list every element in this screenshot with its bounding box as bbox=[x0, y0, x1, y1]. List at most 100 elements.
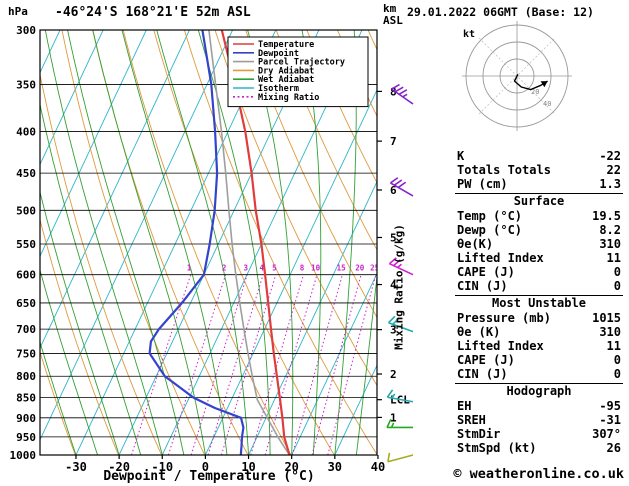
wind-barb bbox=[391, 83, 414, 105]
pressure-tick-label: 450 bbox=[16, 167, 36, 180]
plot-border bbox=[39, 29, 378, 456]
pressure-tick-label: 1000 bbox=[10, 449, 37, 462]
index-label: StmSpd (kt) bbox=[457, 441, 537, 455]
mixing-ratio-value-label: 1 bbox=[187, 264, 192, 273]
index-value: 0 bbox=[613, 279, 621, 293]
index-row: Totals Totals 22 bbox=[455, 163, 623, 177]
index-label: K bbox=[457, 149, 465, 163]
pressure-tick-label: 350 bbox=[16, 78, 36, 91]
mixing-ratio-value-label: 5 bbox=[272, 264, 277, 273]
mixing-ratio-value-label: 3 bbox=[244, 264, 249, 273]
pressure-tick-label: 550 bbox=[16, 238, 36, 251]
index-value: 26 bbox=[606, 441, 621, 455]
index-row: StmSpd (kt) 26 bbox=[455, 441, 623, 455]
km-tick-label: 8 bbox=[390, 85, 397, 98]
index-row: PW (cm) 1.3 bbox=[455, 177, 623, 191]
index-value: 310 bbox=[599, 237, 621, 251]
index-value: 8.2 bbox=[599, 223, 621, 237]
hodograph-trace bbox=[513, 73, 548, 91]
hodograph-ring bbox=[482, 41, 552, 111]
pressure-tick-label: 400 bbox=[16, 126, 36, 139]
temperature-curve bbox=[220, 30, 291, 455]
section-title: Surface bbox=[455, 193, 623, 209]
index-label: Temp (°C) bbox=[457, 209, 523, 223]
indices-panel: K -22 Totals Totals 22 PW (cm) 1.3 Surface Temp… bbox=[455, 149, 623, 455]
index-label: Pressure (mb) bbox=[457, 311, 551, 325]
index-value: 19.5 bbox=[592, 209, 621, 223]
index-label: θe (K) bbox=[457, 325, 501, 339]
pressure-tick-label: 600 bbox=[16, 269, 36, 282]
mixing-ratio-value-label: 15 bbox=[337, 264, 346, 273]
index-label: Lifted Index bbox=[457, 251, 544, 265]
x-tick-label: -10 bbox=[151, 460, 173, 474]
km-tick-label: 5 bbox=[390, 231, 397, 244]
index-row: CAPE (J) 0 bbox=[455, 353, 623, 367]
index-row: K -22 bbox=[455, 149, 623, 163]
km-tick-label: 6 bbox=[390, 184, 397, 197]
km-tick-label: 4 bbox=[390, 279, 397, 292]
index-row: CAPE (J) 0 bbox=[455, 265, 623, 279]
legend-label: Parcel Trajectory bbox=[258, 57, 345, 68]
hodograph-ring bbox=[465, 24, 569, 128]
pressure-tick-label: 950 bbox=[16, 431, 36, 444]
x-tick-label: -30 bbox=[65, 460, 87, 474]
mixing-ratio-value-label: 10 bbox=[311, 264, 321, 273]
index-label: Lifted Index bbox=[457, 339, 544, 353]
index-value: 310 bbox=[599, 325, 621, 339]
index-row: CIN (J) 0 bbox=[455, 279, 623, 293]
index-label: CAPE (J) bbox=[457, 353, 515, 367]
section-title: Most Unstable bbox=[455, 295, 623, 311]
index-value: 307° bbox=[592, 427, 621, 441]
index-row: Lifted Index 11 bbox=[455, 251, 623, 265]
index-label: StmDir bbox=[457, 427, 501, 441]
wind-barbs bbox=[386, 83, 414, 463]
index-value: -95 bbox=[599, 399, 621, 413]
wind-barb bbox=[388, 257, 414, 276]
index-row: Lifted Index 11 bbox=[455, 339, 623, 353]
legend-label: Dry Adiabat bbox=[258, 65, 314, 76]
index-label: PW (cm) bbox=[457, 177, 508, 191]
mixing-ratio-value-label: 4 bbox=[259, 264, 264, 273]
x-tick-label: 10 bbox=[241, 460, 255, 474]
mixing-ratio-lines: 1 2 3 4 5 8 10 15 20 25 bbox=[131, 264, 377, 455]
index-row: EH -95 bbox=[455, 399, 623, 413]
km-tick-label: 3 bbox=[390, 324, 397, 337]
legend-label: Wet Adiabat bbox=[258, 74, 314, 85]
mixing-ratio-axis-label: Mixing Ratio (g/kg) bbox=[392, 224, 406, 350]
wind-barb bbox=[388, 315, 414, 333]
pressure-tick-label: 650 bbox=[16, 297, 36, 310]
pressure-tick-label: 300 bbox=[16, 24, 36, 37]
wind-barb bbox=[390, 177, 414, 197]
index-value: 22 bbox=[606, 163, 621, 177]
dewpoint-curve bbox=[148, 30, 245, 455]
profiles bbox=[148, 30, 291, 455]
km-tick-label: 7 bbox=[390, 135, 397, 148]
pressure-tick-label: 850 bbox=[16, 392, 36, 405]
x-tick-label: 40 bbox=[371, 460, 385, 474]
hodograph-ring-label: 40 bbox=[543, 100, 551, 108]
index-row: StmDir 307° bbox=[455, 427, 623, 441]
index-label: θe(K) bbox=[457, 237, 494, 251]
wind-barb bbox=[386, 389, 414, 403]
x-tick-label: 20 bbox=[284, 460, 298, 474]
index-row: θe(K) 310 bbox=[455, 237, 623, 251]
index-row: CIN (J) 0 bbox=[455, 367, 623, 381]
index-row: SREH -31 bbox=[455, 413, 623, 427]
x-axis-title: Dewpoint / Temperature (°C) bbox=[103, 469, 315, 484]
index-value: -22 bbox=[599, 149, 621, 163]
hodograph-ring bbox=[499, 58, 535, 94]
hodograph-ring-label: 20 bbox=[531, 88, 539, 96]
km-tick-label: 1 bbox=[390, 411, 397, 424]
index-value: 11 bbox=[606, 339, 621, 353]
index-label: Dewp (°C) bbox=[457, 223, 523, 237]
legend-label: Dewpoint bbox=[258, 48, 299, 59]
station-title: -46°24'S 168°21'E 52m ASL bbox=[55, 5, 251, 20]
wind-barb bbox=[387, 452, 414, 463]
copyright: © weatheronline.co.uk bbox=[453, 466, 624, 482]
index-row: Temp (°C) 19.5 bbox=[455, 209, 623, 223]
